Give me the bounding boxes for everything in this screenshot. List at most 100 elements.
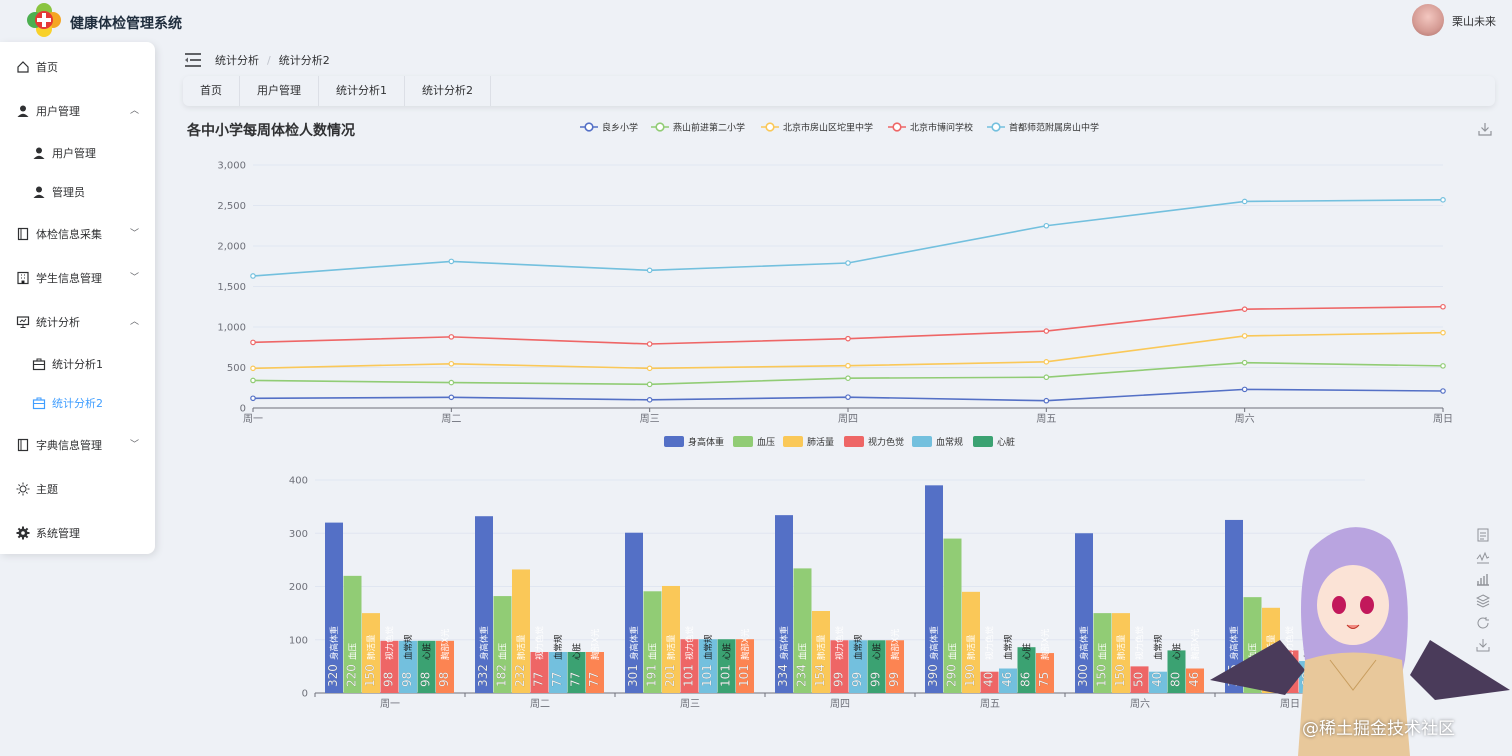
bar-label: 150 肺活量: [363, 634, 377, 687]
y-tick-label: 2,500: [217, 201, 246, 212]
bar-label: 77 血常规: [550, 634, 564, 687]
bar-name-label: 身高体重: [629, 625, 640, 660]
sidebar-item-exam-collection[interactable]: 体检信息采集 ﹀: [0, 222, 155, 246]
bar-value-label: 182: [495, 664, 509, 687]
y-tick-label: 0: [302, 689, 308, 700]
sidebar-item-system[interactable]: 系统管理: [0, 521, 155, 545]
bar: [793, 568, 812, 693]
save-image-icon[interactable]: [1476, 638, 1490, 652]
bar-value-label: 191: [645, 664, 659, 687]
line-switch-icon[interactable]: [1476, 550, 1490, 564]
bar-name-label: 肺活量: [666, 634, 677, 660]
data-point: [1241, 386, 1248, 393]
legend-label: 燕山前进第二小学: [673, 122, 745, 134]
x-tick-label: 周一: [380, 698, 400, 710]
x-tick-label: 周三: [640, 413, 660, 425]
stack-icon[interactable]: [1476, 594, 1490, 608]
y-tick-label: 400: [289, 476, 308, 487]
bar: [830, 640, 849, 693]
data-point: [1440, 303, 1446, 310]
book-icon: [17, 438, 29, 452]
bar-switch-icon[interactable]: [1476, 572, 1490, 586]
sidebar-item-label: 统计分析1: [52, 358, 103, 371]
data-point: [845, 335, 851, 342]
data-point: [1043, 222, 1050, 229]
bar-name-label: 血压: [648, 642, 659, 660]
bar-value-label: 80: [1169, 672, 1183, 687]
home-icon: [17, 61, 29, 73]
bar-name-label: 心脏: [572, 642, 583, 660]
bar-name-label: 胸部X光: [1190, 628, 1201, 660]
legend-label: 北京市博问学校: [910, 122, 973, 134]
sidebar-item-statistics-2[interactable]: 统计分析2: [0, 391, 155, 415]
bar-label: 77 视力色觉: [531, 625, 545, 687]
data-view-icon[interactable]: [1476, 528, 1490, 542]
tab-user-management[interactable]: 用户管理: [240, 76, 319, 106]
breadcrumb-item: 统计分析2: [278, 54, 330, 67]
bar-value-label: 98: [382, 672, 396, 687]
bar-label: 99 视力色觉: [831, 625, 845, 687]
chevron-down-icon: ﹀: [130, 440, 140, 450]
sidebar: 首页用户管理 ︿ 用户管理管理员体检信息采集 ﹀ 学生信息管理 ﹀ 统计分析 ︿ 统计分析1 统计…: [0, 42, 155, 554]
bar-value-label: 99: [887, 672, 901, 687]
bar-label: 232 肺活量: [513, 634, 527, 687]
bar-label: 234 血压: [794, 642, 808, 687]
data-point: [1440, 388, 1446, 394]
tab-stats-2[interactable]: 统计分析2: [405, 76, 491, 106]
bar: [1186, 668, 1204, 693]
menu-fold-icon[interactable]: [185, 53, 201, 67]
sidebar-item-statistics[interactable]: 统计分析 ︿: [0, 310, 155, 334]
bar-label: 40 血常规: [1150, 634, 1164, 687]
bar-name-label: 心脏: [422, 642, 433, 660]
avatar[interactable]: [1412, 4, 1444, 36]
chevron-down-icon: ﹀: [130, 273, 140, 283]
data-point: [646, 267, 653, 274]
breadcrumb-item[interactable]: 统计分析: [215, 54, 259, 67]
data-point: [250, 365, 256, 372]
legend-label: 视力色觉: [868, 436, 904, 448]
bar-value-label: 46: [1000, 672, 1014, 687]
bar: [1093, 613, 1112, 693]
bar-label: 101 视力色觉: [681, 625, 696, 687]
sidebar-item-user-management-sub[interactable]: 用户管理: [0, 141, 155, 165]
bar-name-label: 身高体重: [1079, 625, 1090, 660]
line-chart-title: 各中小学每周体检人数情况: [187, 123, 355, 139]
breadcrumb: 统计分析 / 统计分析2: [185, 50, 330, 70]
restore-icon[interactable]: [1476, 616, 1490, 630]
bar-value-label: 98: [400, 672, 414, 687]
tab-stats-1[interactable]: 统计分析1: [319, 76, 405, 106]
username[interactable]: 栗山未来: [1452, 15, 1496, 28]
data-point: [1043, 374, 1050, 381]
sidebar-item-student-management[interactable]: 学生信息管理 ﹀: [0, 266, 155, 290]
bar-name-label: 心脏: [1172, 642, 1183, 660]
bar: [1130, 666, 1149, 693]
bar-value-label: 150: [1113, 664, 1127, 687]
sidebar-item-theme[interactable]: 主题: [0, 477, 155, 501]
sidebar-item-label: 首页: [36, 61, 58, 74]
bar-label: 201 肺活量: [663, 634, 677, 687]
bar: [1225, 519, 1243, 693]
sidebar-item-statistics-1[interactable]: 统计分析1: [0, 352, 155, 376]
x-tick-label: 周五: [980, 698, 1000, 710]
bar: [886, 640, 904, 693]
data-point: [1043, 397, 1050, 404]
bar: [475, 516, 493, 693]
bar-name-label: 视力色觉: [685, 625, 696, 660]
sidebar-item-admin[interactable]: 管理员: [0, 180, 155, 204]
sidebar-item-user-management[interactable]: 用户管理 ︿: [0, 99, 155, 123]
download-icon[interactable]: [1478, 122, 1492, 136]
bar-value-label: 150: [1095, 664, 1109, 687]
sun-icon: [16, 482, 30, 496]
bar-name-label: 血常规: [1153, 634, 1164, 660]
bar-name-label: 血常规: [553, 634, 564, 660]
sidebar-item-dictionary[interactable]: 字典信息管理 ﹀: [0, 433, 155, 457]
tab-home[interactable]: 首页: [183, 76, 240, 106]
legend-swatch: [912, 436, 932, 447]
sidebar-item-home[interactable]: 首页: [0, 55, 155, 79]
sidebar-item-label: 系统管理: [36, 527, 80, 540]
data-point: [845, 260, 851, 266]
y-tick-label: 0: [240, 404, 246, 415]
bar-label: 290 血压: [944, 642, 958, 687]
bar-label: 320 身高体重: [326, 625, 340, 687]
data-point: [1241, 359, 1248, 366]
